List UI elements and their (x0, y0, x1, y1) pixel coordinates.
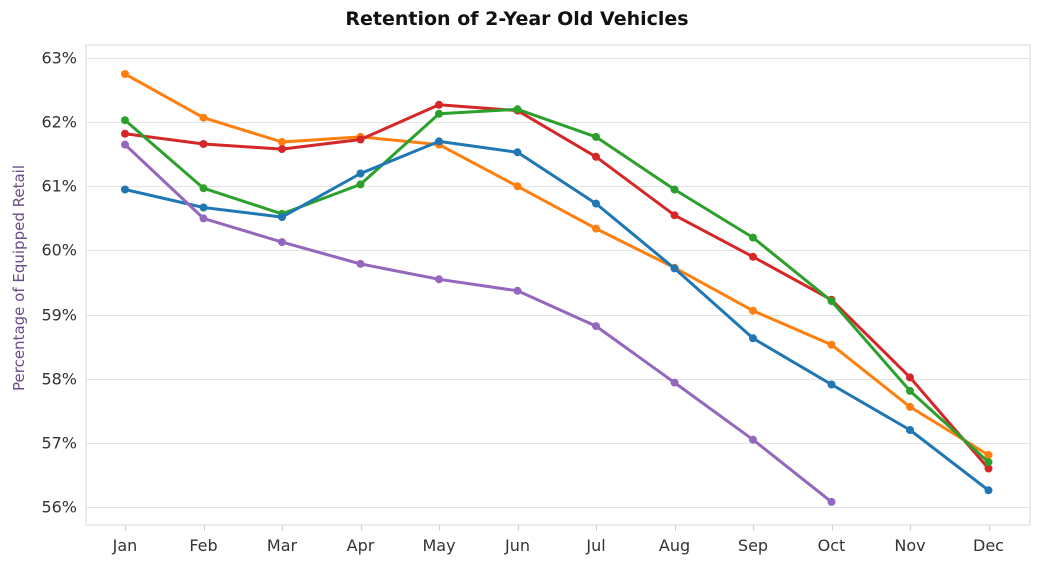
data-point (670, 264, 679, 273)
data-point (199, 203, 208, 212)
data-point (592, 152, 600, 161)
data-point (670, 378, 679, 387)
y-tick-label: 57% (41, 434, 77, 453)
y-tick-label: 56% (41, 498, 77, 517)
data-point (592, 322, 600, 331)
data-point (199, 184, 208, 193)
data-point (121, 185, 129, 194)
series-4 (121, 137, 993, 495)
y-tick-label: 61% (41, 177, 77, 196)
chart-title: Retention of 2-Year Old Vehicles (345, 8, 689, 30)
data-point (906, 373, 914, 382)
data-point (984, 451, 993, 459)
data-point (278, 238, 286, 247)
data-point (121, 70, 129, 78)
data-point (827, 297, 836, 306)
data-point (513, 286, 522, 295)
y-axis-title: Percentage of Equipped Retail (10, 165, 28, 391)
series-layer (121, 70, 993, 506)
x-tick-label: Nov (894, 536, 925, 555)
x-tick-label: Feb (189, 536, 217, 555)
data-point (513, 182, 522, 191)
x-tick-label: Oct (818, 536, 846, 555)
series-line (123, 107, 990, 464)
data-point (906, 426, 914, 434)
y-tick-label: 60% (41, 241, 77, 260)
data-point (435, 275, 443, 284)
x-tick-label: Dec (973, 536, 1004, 555)
data-point (906, 402, 914, 411)
series-line (123, 143, 833, 504)
data-point (592, 132, 600, 141)
axis-layer: 56% 57% 58% 59% 60% 61% 62% 63% Jan Feb Mar Apr May J… (41, 49, 1004, 556)
series-2 (121, 100, 993, 473)
y-tick-label: 62% (41, 113, 77, 132)
data-point (278, 145, 286, 154)
data-point (827, 497, 836, 506)
data-point (749, 306, 757, 315)
y-tick-label: 59% (41, 306, 77, 325)
series-line (123, 139, 990, 492)
data-point (121, 140, 129, 149)
data-point (278, 138, 286, 146)
data-point (199, 214, 208, 223)
data-point (435, 137, 443, 146)
data-point (356, 169, 365, 178)
data-point (513, 105, 522, 114)
x-tick-label: May (422, 536, 455, 555)
data-point (984, 486, 993, 495)
data-point (827, 380, 836, 389)
data-point (278, 213, 286, 222)
data-point (121, 116, 129, 125)
data-point (827, 340, 836, 349)
data-point (749, 233, 757, 242)
data-point (906, 386, 914, 395)
x-tick-label: Mar (267, 536, 298, 555)
data-point (670, 211, 679, 220)
data-point (356, 135, 365, 144)
data-point (592, 199, 600, 208)
data-point (356, 259, 365, 268)
series-line (123, 103, 990, 470)
data-point (670, 185, 679, 194)
plot-frame (85, 44, 1031, 526)
data-point (121, 129, 129, 138)
data-point (199, 140, 208, 148)
data-point (356, 180, 365, 189)
series-5 (121, 140, 836, 506)
data-point (984, 458, 993, 467)
series-3 (121, 105, 993, 467)
data-point (592, 224, 600, 233)
data-point (984, 464, 993, 473)
y-tick-label: 63% (41, 49, 77, 68)
grid-layer (85, 44, 1031, 526)
data-point (749, 334, 757, 343)
data-point (199, 113, 208, 122)
data-point (435, 100, 443, 109)
data-point (749, 252, 757, 261)
x-tick-label: Aug (659, 536, 690, 555)
x-tick-label: Apr (347, 536, 375, 555)
x-tick-label: Sep (738, 536, 768, 555)
x-tick-label: Jul (585, 536, 605, 555)
data-point (749, 435, 757, 444)
data-point (435, 109, 443, 118)
x-tick-label: Jun (504, 536, 530, 555)
data-point (513, 148, 522, 157)
y-tick-label: 58% (41, 370, 77, 389)
x-tick-label: Jan (112, 536, 138, 555)
series-line (123, 72, 990, 457)
